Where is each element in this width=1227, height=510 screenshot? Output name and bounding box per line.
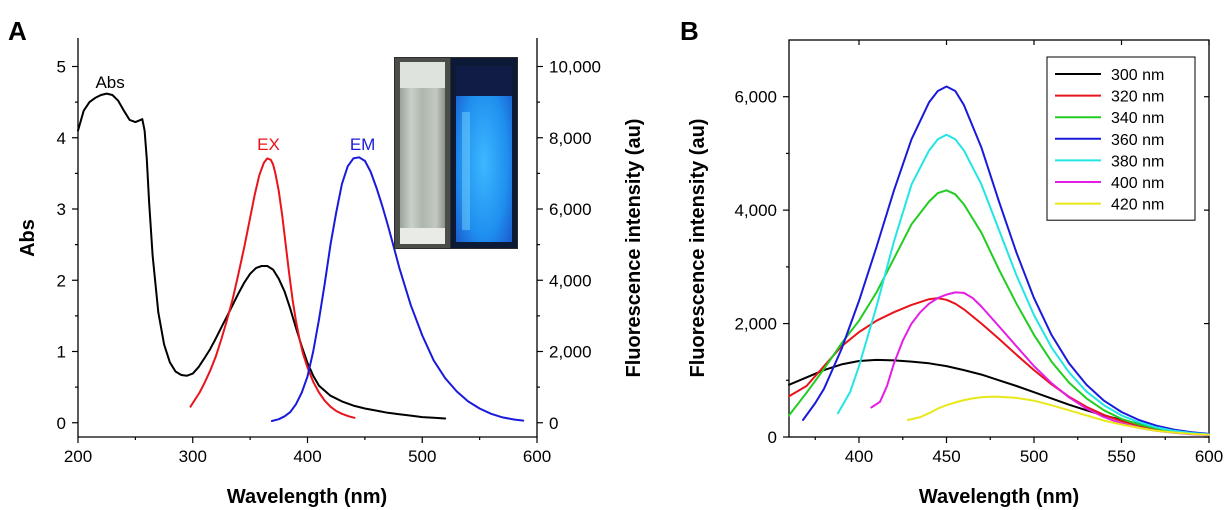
panel-a-x-tick-label: 600 [523, 447, 551, 466]
panel-a-y-tick-label: 1 [57, 343, 66, 362]
panel-a-annotation-em: EM [350, 135, 376, 154]
panel-a-series-em [270, 156, 525, 422]
panel-b-x-tick-label: 600 [1195, 447, 1223, 466]
panel-a-y-tick-label: 3 [57, 200, 66, 219]
legend-label: 360 nm [1111, 132, 1164, 149]
panel-b-series-360-nm [802, 85, 1210, 435]
panel-b-x-tick-label: 500 [1020, 447, 1048, 466]
glowing-cuvette-cap [456, 66, 512, 96]
panel-b-frame [788, 39, 1210, 438]
panel-b-y-tick-label: 0 [768, 428, 777, 447]
panel-a-y-ticks: 0 1 2 3 4 5 [57, 58, 78, 433]
panel-a-y-tick-label: 2 [57, 271, 66, 290]
panel-b-x-tick-label: 400 [845, 447, 873, 466]
panel-a-series [77, 92, 525, 422]
legend-label: 300 nm [1111, 67, 1164, 84]
panel-a-y2-tick-label: 6,000 [549, 200, 592, 219]
panel-a-y-axis-title: Abs [17, 219, 39, 257]
glowing-cuvette-highlight [462, 112, 470, 230]
panel-b-y-tick-label: 2,000 [734, 315, 777, 334]
panel-b-series-420-nm [907, 395, 1210, 436]
panel-b-series-320-nm [788, 297, 1210, 436]
panel-a-y2-axis-title: Fluorescence intensity (au) [623, 119, 645, 378]
panel-a-x-axis-title: Wavelength (nm) [227, 486, 387, 508]
panel-a-x-tick-label: 400 [293, 447, 321, 466]
panel-b-x-ticks: 400 450 500 550 600 [814, 40, 1223, 466]
panel-a-letter: A [8, 16, 27, 46]
panel-a-x-ticks: 200 300 400 500 600 [64, 437, 551, 466]
legend-label: 320 nm [1111, 89, 1164, 106]
panel-a-y2-tick-label: 2,000 [549, 343, 592, 362]
panel-a-x-tick-label: 300 [179, 447, 207, 466]
panel-a-series-abs [77, 92, 447, 420]
panel-a-y-tick-label: 0 [57, 414, 66, 433]
panel-a-y-tick-label: 5 [57, 58, 66, 77]
panel-a-x-tick-label: 500 [408, 447, 436, 466]
panel-b-legend: 300 nm 320 nm 340 nm 360 nm 380 nm 400 nm 420 … [1046, 56, 1196, 221]
panel-b-y-tick-label: 6,000 [734, 88, 777, 107]
panel-b-y-tick-label: 4,000 [734, 201, 777, 220]
panel-b-series-380-nm [837, 133, 1210, 436]
panel-a-y2-tick-label: 0 [549, 414, 558, 433]
panel-b-x-tick-label: 450 [932, 447, 960, 466]
panel-a-y2-tick-label: 8,000 [549, 129, 592, 148]
panel-a-y-tick-label: 4 [57, 129, 66, 148]
panel-a-annotations: Abs EX EM [95, 73, 375, 154]
panel-a-y2-tick-label: 4,000 [549, 271, 592, 290]
panel-b-series-400-nm [870, 291, 1210, 436]
panel-a-annotation-abs: Abs [95, 73, 124, 92]
legend-label: 340 nm [1111, 110, 1164, 127]
panel-a-y2-ticks: 0 2,000 4,000 6,000 8,000 10,000 [537, 58, 601, 433]
panel-b-y-ticks: 0 2,000 4,000 6,000 [734, 88, 1209, 447]
panel-b-letter: B [680, 16, 699, 46]
panel-b-series-340-nm [788, 189, 1210, 436]
legend-label: 380 nm [1111, 153, 1164, 170]
panel-b-y-axis-title: Fluorescence intensity (au) [687, 119, 709, 378]
panel-a-x-tick-label: 200 [64, 447, 92, 466]
legend-label: 420 nm [1111, 197, 1164, 214]
panel-b-x-tick-label: 550 [1107, 447, 1135, 466]
clear-cuvette-cap [400, 62, 445, 88]
panel-a: A 200 300 400 500 600 0 1 2 3 4 5 0 2,000 4,000 6,00… [8, 16, 645, 508]
clear-cuvette-base [400, 228, 445, 244]
clear-cuvette [400, 62, 445, 244]
legend-label: 400 nm [1111, 175, 1164, 192]
panel-a-series-ex [189, 157, 356, 419]
cuvette-inset-photo [394, 57, 518, 249]
panel-b-series [788, 85, 1210, 436]
panel-a-y2-tick-label: 10,000 [549, 58, 601, 77]
panel-b-x-axis-title: Wavelength (nm) [919, 486, 1079, 508]
panel-a-annotation-ex: EX [257, 135, 280, 154]
panel-b: B 400 450 500 550 600 0 2,000 4,000 6,000 300 n… [680, 16, 1223, 508]
